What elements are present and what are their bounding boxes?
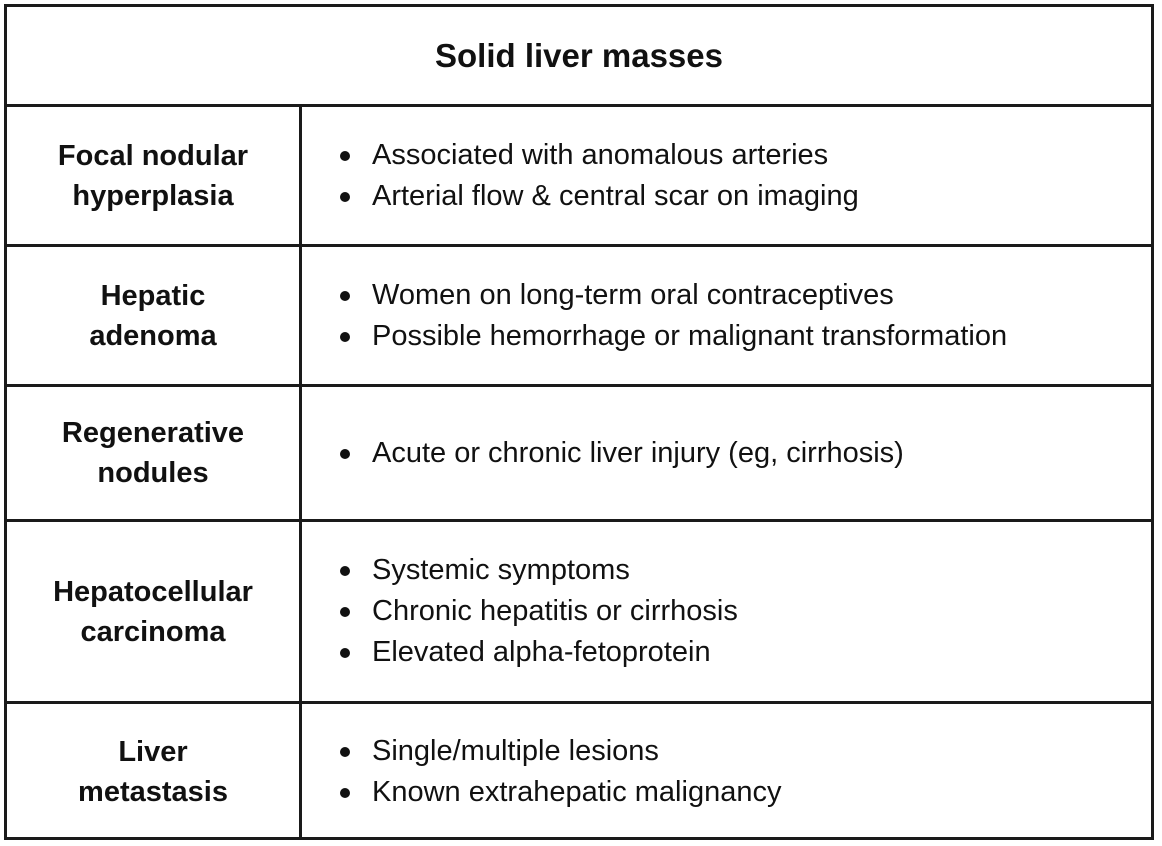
mass-name: Regenerative nodules [7, 387, 302, 519]
feature-item: Associated with anomalous arteries [338, 135, 859, 176]
feature-item: Systemic symptoms [338, 550, 738, 591]
mass-name: Liver metastasis [7, 704, 302, 840]
feature-item: Chronic hepatitis or cirrhosis [338, 591, 738, 632]
table-row: Liver metastasis Single/multiple lesions… [7, 704, 1151, 840]
feature-item: Possible hemorrhage or malignant transfo… [338, 316, 1007, 357]
feature-item: Arterial flow & central scar on imaging [338, 176, 859, 217]
features-cell: Women on long-term oral contraceptives P… [302, 247, 1151, 384]
liver-masses-table: Solid liver masses Focal nodular hyperpl… [4, 4, 1154, 840]
features-list: Systemic symptoms Chronic hepatitis or c… [338, 550, 738, 673]
mass-name: Focal nodular hyperplasia [7, 107, 302, 244]
feature-item: Single/multiple lesions [338, 731, 781, 772]
features-list: Associated with anomalous arteries Arter… [338, 135, 859, 217]
table-row: Hepatocellular carcinoma Systemic sympto… [7, 522, 1151, 704]
feature-item: Elevated alpha-fetoprotein [338, 632, 738, 673]
table-row: Regenerative nodules Acute or chronic li… [7, 387, 1151, 522]
features-list: Acute or chronic liver injury (eg, cirrh… [338, 433, 904, 474]
table-row: Focal nodular hyperplasia Associated wit… [7, 107, 1151, 247]
features-cell: Acute or chronic liver injury (eg, cirrh… [302, 387, 1151, 519]
feature-item: Women on long-term oral contraceptives [338, 275, 1007, 316]
features-cell: Systemic symptoms Chronic hepatitis or c… [302, 522, 1151, 701]
feature-item: Known extrahepatic malignancy [338, 772, 781, 813]
mass-name: Hepatic adenoma [7, 247, 302, 384]
features-cell: Single/multiple lesions Known extrahepat… [302, 704, 1151, 840]
mass-name: Hepatocellular carcinoma [7, 522, 302, 701]
features-cell: Associated with anomalous arteries Arter… [302, 107, 1151, 244]
table-body: Focal nodular hyperplasia Associated wit… [7, 107, 1151, 840]
features-list: Single/multiple lesions Known extrahepat… [338, 731, 781, 813]
table-title: Solid liver masses [7, 7, 1151, 107]
feature-item: Acute or chronic liver injury (eg, cirrh… [338, 433, 904, 474]
table-row: Hepatic adenoma Women on long-term oral … [7, 247, 1151, 387]
features-list: Women on long-term oral contraceptives P… [338, 275, 1007, 357]
